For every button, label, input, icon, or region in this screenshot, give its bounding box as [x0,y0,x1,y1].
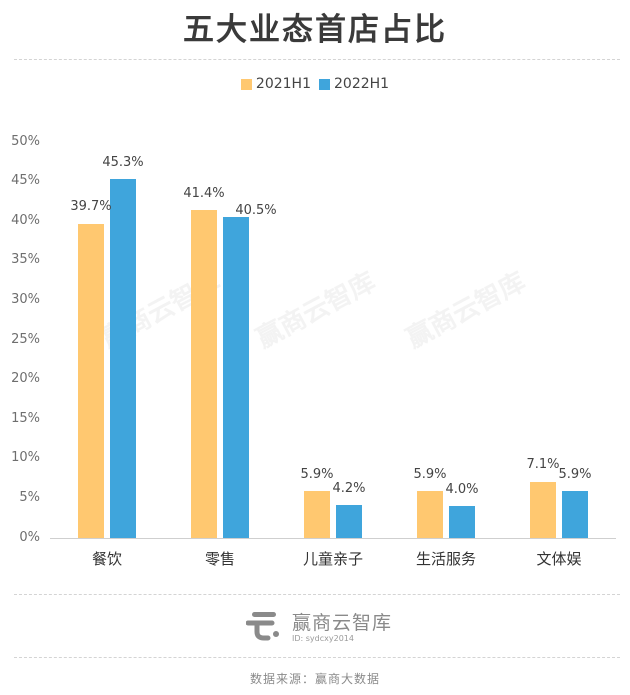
y-tick: 25% [11,332,40,347]
watermark: 赢商云智库 [251,266,381,355]
value-label: 39.7% [70,199,112,214]
value-label: 5.9% [413,467,447,482]
bar-canyin-2021h1 [78,224,104,538]
bar-ertongqinzi-2022h1 [336,505,362,538]
legend-label: 2021H1 [255,76,311,92]
category-label-wentiyu: 文体娱 [536,550,582,568]
legend-swatch-2022h1-icon [319,78,330,90]
x-axis-line [50,538,616,539]
bar-wentiyu-2022h1 [562,491,588,538]
category-label-ertongqinzi: 儿童亲子 [302,550,363,568]
category-label-lingshou: 零售 [204,550,235,568]
value-label: 5.9% [300,467,334,482]
brand-id: ID: sydcxy2014 [292,634,354,643]
bar-shenghuofuwu-2022h1 [449,506,475,538]
legend-item-2021h1: 2021H1 [240,76,311,92]
y-tick: 15% [11,411,40,426]
y-tick: 30% [11,292,40,307]
y-tick: 20% [11,371,40,386]
bar-canyin-2022h1 [110,179,136,538]
value-label: 40.5% [235,203,277,218]
bar-lingshou-2021h1 [191,210,217,538]
y-tick: 10% [11,450,40,465]
legend-swatch-2021h1-icon [240,78,252,90]
y-tick: 0% [19,530,40,545]
brand-name: 赢商云智库 [292,612,393,634]
bar-wentiyu-2021h1 [530,482,556,538]
footer-divider-bottom [14,657,620,658]
data-source: 数据来源：赢商大数据 [249,672,380,686]
value-label: 45.3% [102,155,144,170]
y-tick: 5% [19,490,40,505]
category-label-shenghuofuwu: 生活服务 [415,550,476,568]
bar-shenghuofuwu-2021h1 [417,491,443,538]
y-tick: 35% [11,252,40,267]
value-label: 7.1% [526,457,560,472]
bar-ertongqinzi-2021h1 [304,491,330,538]
y-tick: 40% [11,213,40,228]
y-tick: 50% [11,134,40,149]
watermark: 赢商云智库 [401,266,531,355]
legend-label: 2022H1 [334,76,390,92]
chart-legend: 2021H1 2022H1 [0,76,630,92]
bar-lingshou-2022h1 [223,217,249,538]
legend-item-2022h1: 2022H1 [319,76,389,92]
brand-logo-icon [246,612,279,641]
value-label: 4.2% [332,481,366,496]
chart-title: 五大业态首店占比 [183,12,447,48]
footer-divider-top [14,594,620,595]
y-tick: 45% [11,173,40,188]
value-label: 4.0% [445,482,479,497]
value-label: 5.9% [558,467,592,482]
value-label: 41.4% [183,186,225,201]
title-divider [14,59,620,60]
category-label-canyin: 餐饮 [91,550,122,568]
